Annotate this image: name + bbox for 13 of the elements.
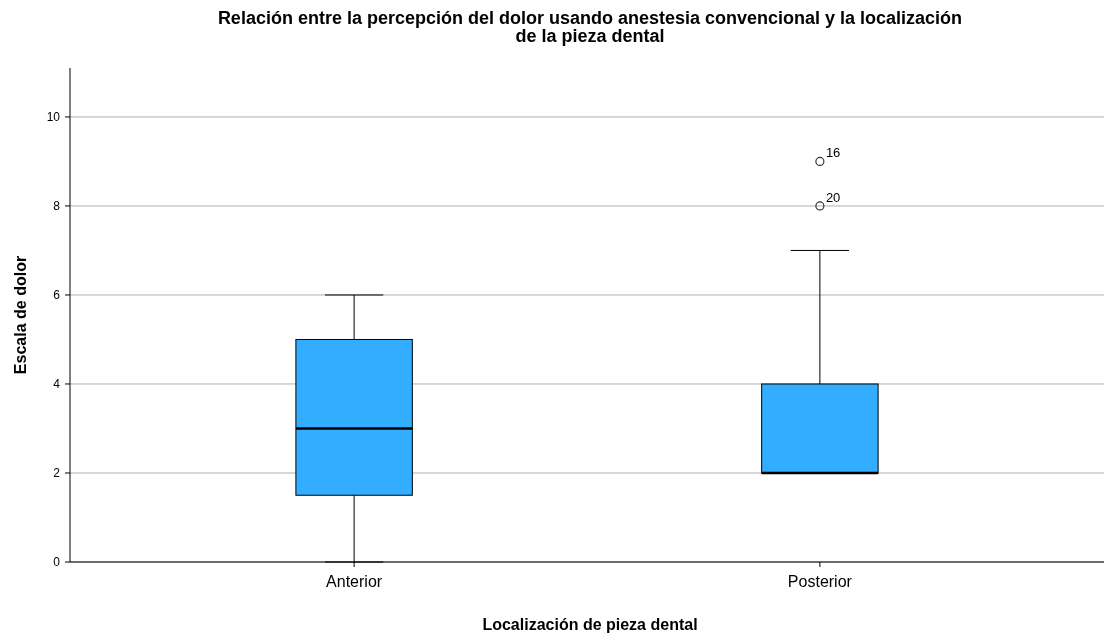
annotation: 16: [825, 145, 841, 161]
x-axis-title: Localización de pieza dental: [482, 616, 698, 633]
x-tick-label: Anterior: [326, 573, 383, 590]
y-tick-label: 6: [53, 288, 61, 303]
annotation: 20: [825, 189, 841, 205]
chart-title: Relación entre la percepción del dolor usando anestesia convencional y la localización de la pieza dental: [217, 8, 963, 46]
x-tick-label: Posterior: [787, 573, 853, 590]
y-tick-label: 2: [53, 466, 61, 481]
y-axis-title: Escala de dolor: [12, 255, 29, 375]
y-tick-label: 0: [53, 555, 61, 570]
y-tick-label: 8: [53, 199, 61, 214]
y-tick-label: 10: [46, 110, 61, 125]
y-tick-label: 4: [53, 377, 61, 392]
